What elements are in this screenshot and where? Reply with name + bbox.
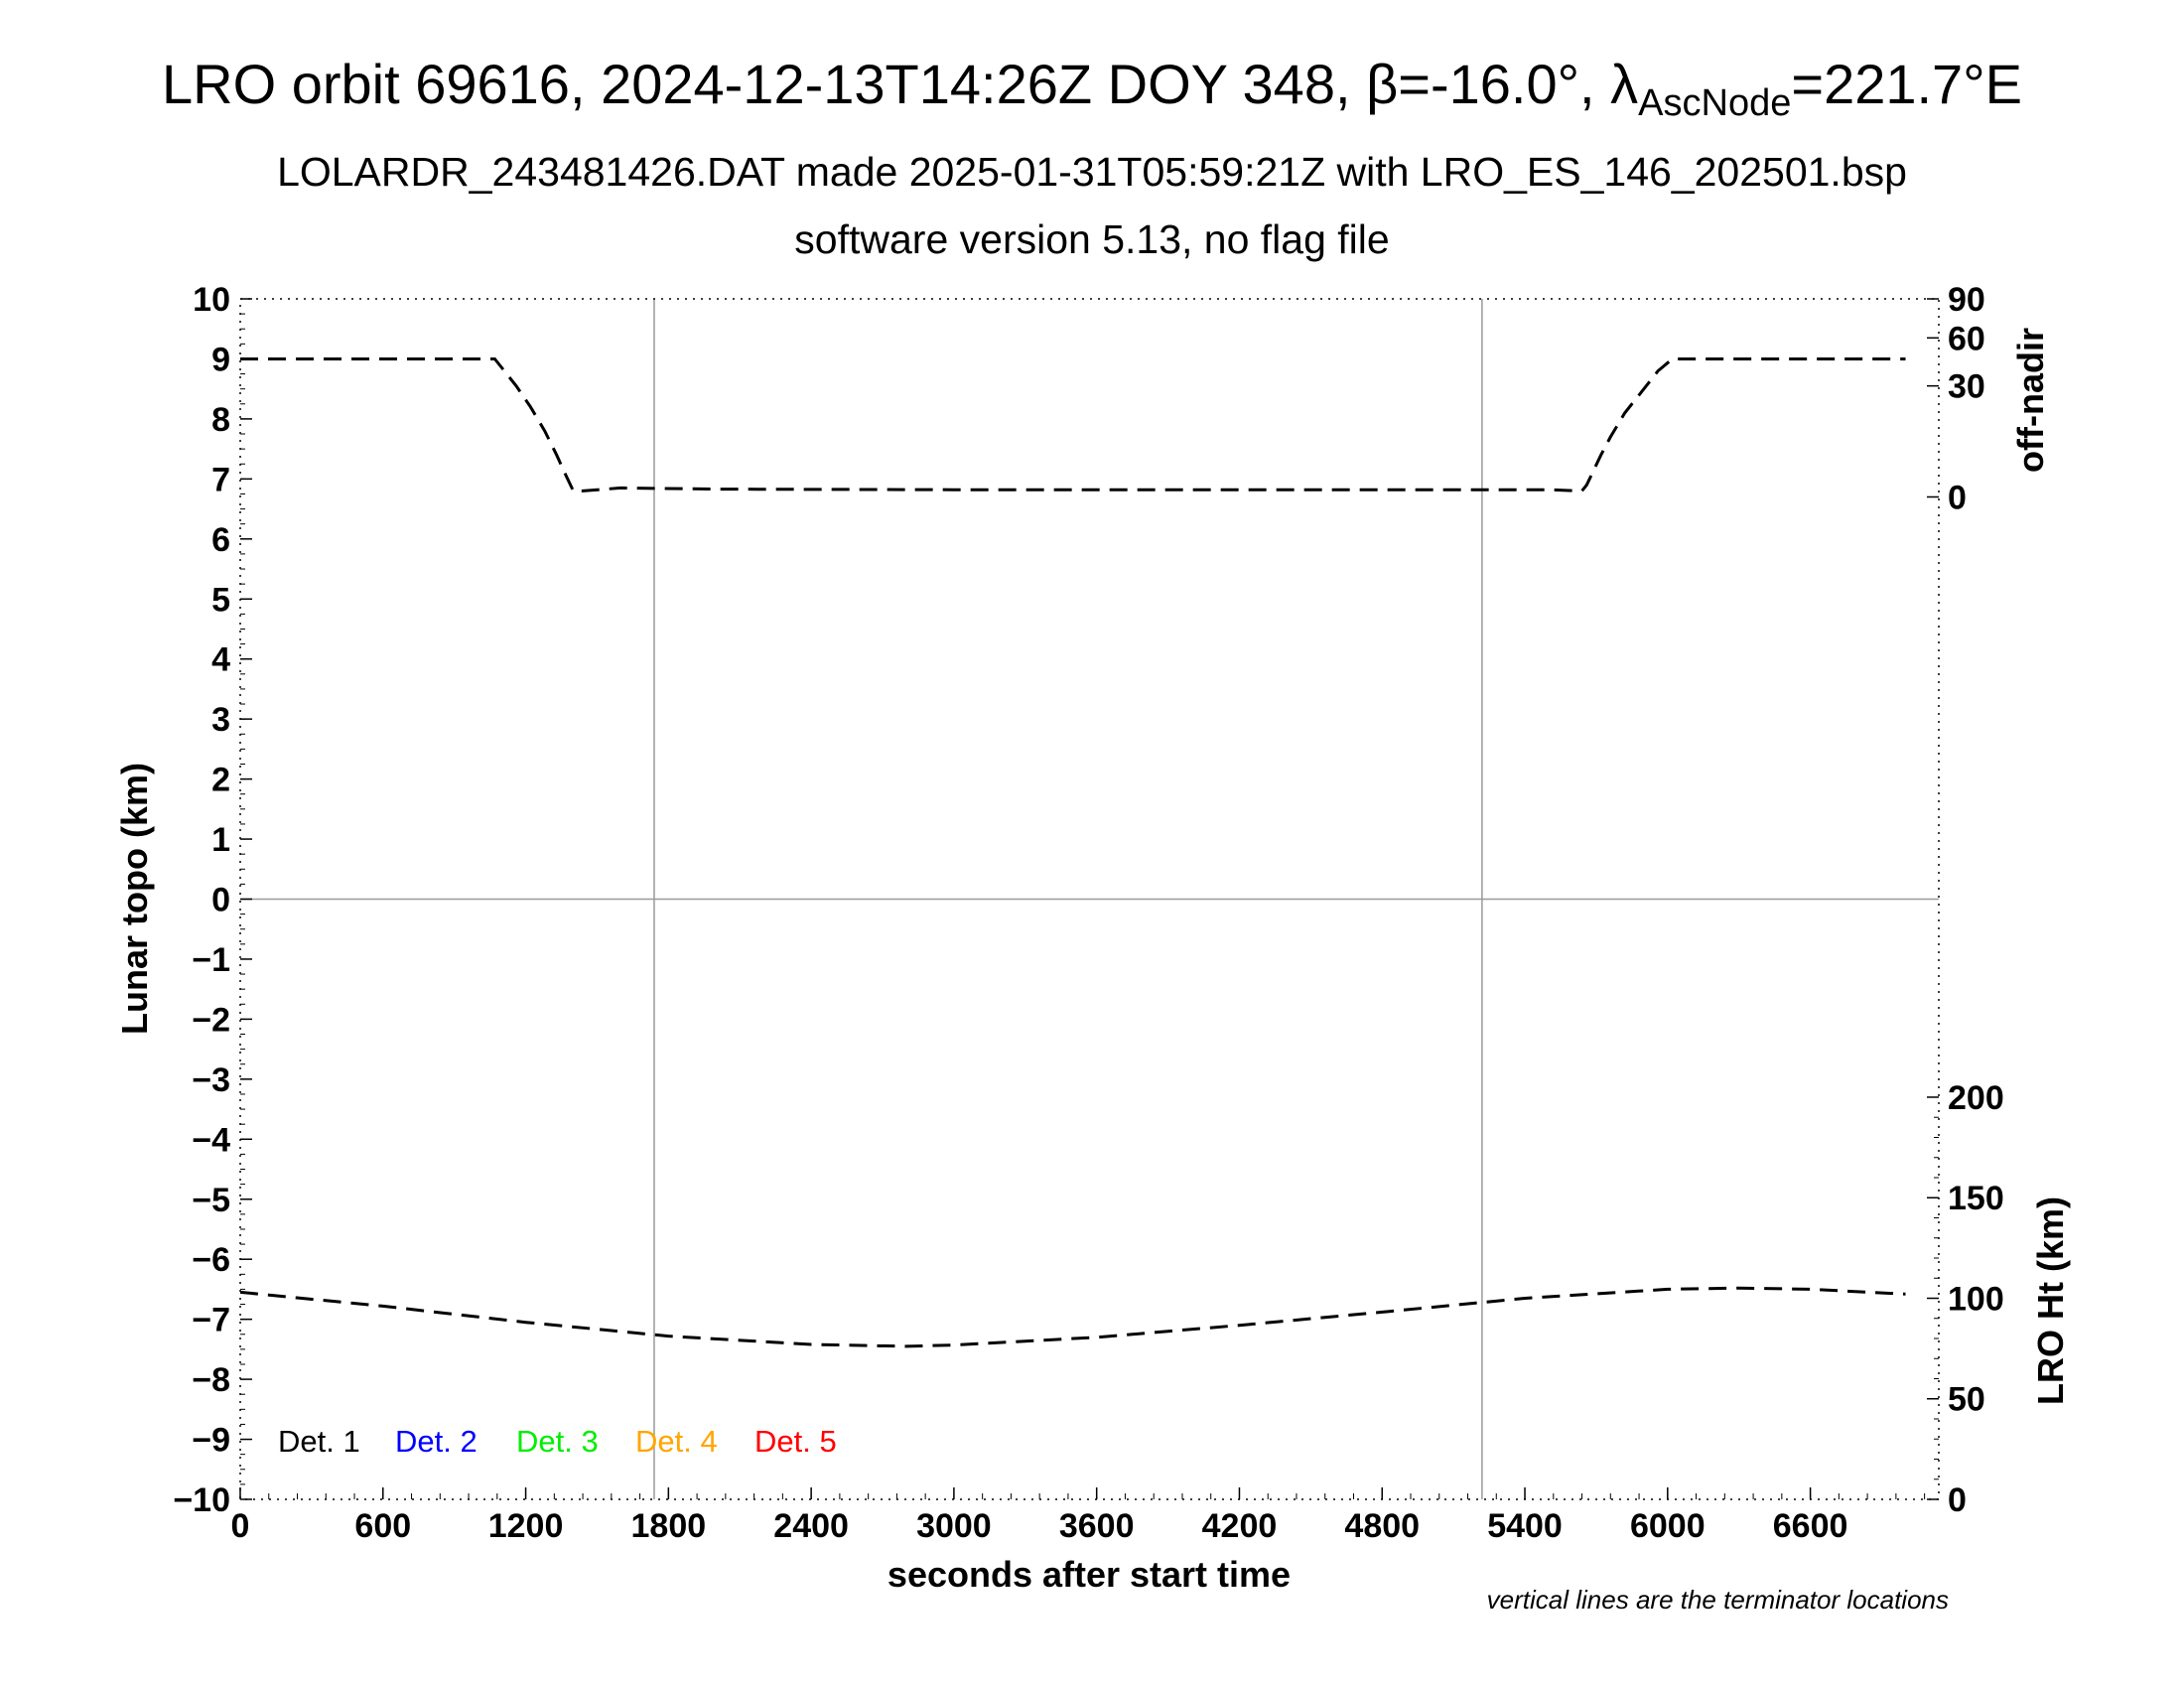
y-tick-label-left: 6: [211, 521, 230, 559]
y-tick-label-left: −10: [173, 1481, 230, 1519]
legend: Det. 1 Det. 2 Det. 3 Det. 4 Det. 5: [278, 1424, 837, 1459]
series-lines: [239, 357, 1906, 1348]
y-tick-label-left: −7: [192, 1302, 230, 1339]
y-tick-label-offnadir: 90: [1948, 281, 1985, 319]
x-tick-label-2400: 2400: [773, 1507, 849, 1545]
x-tick-label-3600: 3600: [1059, 1507, 1135, 1545]
legend-entry-det-2: Det. 2: [395, 1424, 478, 1459]
x-tick-label-1200: 1200: [488, 1507, 564, 1545]
y-tick-label-left: 9: [211, 341, 230, 378]
y-tick-label-left: 7: [211, 461, 230, 498]
y-tick-label-left: −1: [192, 941, 230, 979]
y-tick-label-lro-ht: 0: [1948, 1481, 1967, 1519]
chart-subtitle-version: software version 5.13, no flag file: [794, 216, 1390, 262]
y-tick-label-offnadir: 60: [1948, 320, 1985, 357]
x-tick-label-6600: 6600: [1773, 1507, 1848, 1545]
y-axis-title-offnadir: off-nadir: [2010, 328, 2051, 473]
y-tick-label-lro-ht: 50: [1948, 1381, 1985, 1419]
series-off-nadir: [240, 357, 1906, 492]
y-tick-label-left: −4: [192, 1121, 230, 1159]
legend-entry-det-3: Det. 3: [516, 1424, 599, 1459]
y-tick-label-left: 10: [193, 281, 230, 319]
y-axis-title-lro-ht: LRO Ht (km): [2030, 1196, 2071, 1405]
y-tick-label-lro-ht: 150: [1948, 1180, 2004, 1217]
y-tick-label-left: 4: [211, 641, 230, 679]
y-tick-label-left: 3: [211, 701, 230, 739]
y-tick-label-left: 0: [211, 882, 230, 919]
y-tick-label-left: 2: [211, 762, 230, 799]
x-tick-label-6000: 6000: [1630, 1507, 1706, 1545]
legend-entry-det-4: Det. 4: [635, 1424, 718, 1459]
y-tick-label-left: −3: [192, 1061, 230, 1099]
y-tick-label-lro-ht: 100: [1948, 1280, 2004, 1318]
grid-lines: [240, 299, 1939, 1499]
y-tick-label-offnadir: 0: [1948, 479, 1967, 516]
y-axis-title-left: Lunar topo (km): [114, 763, 155, 1035]
x-tick-label-5400: 5400: [1487, 1507, 1563, 1545]
y-tick-label-left: −5: [192, 1182, 230, 1219]
y-tick-label-lro-ht: 200: [1948, 1079, 2004, 1117]
legend-entry-det-1: Det. 1: [278, 1424, 360, 1459]
x-tick-label-1800: 1800: [631, 1507, 707, 1545]
legend-entry-det-5: Det. 5: [754, 1424, 837, 1459]
tick-labels: 0 600 1200 1800 2400 3000 3600 4200 4800 5400 6000…: [173, 281, 2003, 1545]
y-tick-label-left: 1: [211, 821, 230, 859]
axis-ticks: [239, 298, 1939, 1500]
x-tick-label-3000: 3000: [916, 1507, 992, 1545]
x-tick-label-4200: 4200: [1202, 1507, 1278, 1545]
x-tick-label-0: 0: [231, 1507, 250, 1545]
x-tick-label-600: 600: [354, 1507, 411, 1545]
series-lro-height: [239, 1286, 1906, 1348]
chart-subtitle: LOLARDR_243481426.DAT made 2025-01-31T05…: [277, 149, 1907, 195]
y-tick-label-left: −8: [192, 1361, 230, 1399]
y-tick-label-left: 8: [211, 401, 230, 439]
y-tick-label-left: −6: [192, 1241, 230, 1279]
x-tick-label-4800: 4800: [1344, 1507, 1420, 1545]
x-axis-title: seconds after start time: [887, 1554, 1291, 1595]
y-tick-label-left: −2: [192, 1001, 230, 1039]
y-tick-label-offnadir: 30: [1948, 368, 1985, 406]
terminator-note: vertical lines are the terminator locati…: [1487, 1585, 1949, 1615]
y-tick-label-left: −9: [192, 1422, 230, 1460]
y-tick-label-left: 5: [211, 581, 230, 619]
chart-title: LRO orbit 69616, 2024-12-13T14:26Z DOY 3…: [162, 53, 2022, 124]
